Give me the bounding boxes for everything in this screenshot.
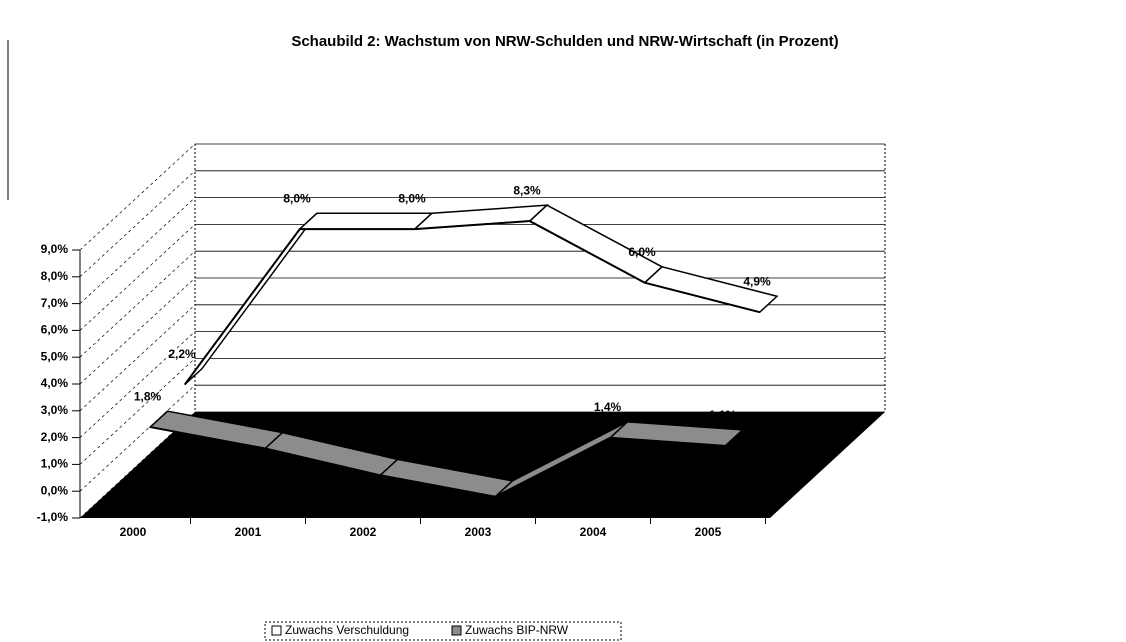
y-tick-label: 3,0% [41, 403, 69, 417]
legend-swatch [451, 625, 462, 636]
data-label: 8,0% [398, 191, 426, 205]
y-tick-label: 1,0% [41, 457, 69, 471]
side-grid-line [79, 224, 196, 331]
x-tick-label: 2001 [235, 525, 262, 539]
legend-label: Zuwachs BIP-NRW [465, 623, 569, 637]
data-label: 4,9% [743, 274, 771, 288]
side-grid-line [79, 277, 196, 385]
data-label: 1,4% [594, 400, 622, 414]
side-grid-line [79, 358, 196, 465]
series-line [150, 426, 726, 498]
y-tick-label: 9,0% [41, 242, 69, 256]
ribbon-segment [412, 204, 550, 230]
y-tick-label: 4,0% [41, 376, 69, 390]
side-grid-line [79, 304, 196, 412]
x-tick-label: 2000 [120, 525, 147, 539]
side-grid-line [79, 250, 196, 358]
x-tick-label: 2003 [465, 525, 492, 539]
data-label: 2,2% [168, 347, 196, 361]
ribbon-segment [297, 212, 434, 230]
side-grid-line [79, 384, 196, 492]
y-tick-label: 0,0% [41, 483, 69, 497]
data-label: 1,1% [709, 408, 737, 422]
y-tick-label: -1,0% [37, 510, 69, 524]
legend [264, 621, 622, 641]
y-tick-label: 5,0% [41, 349, 69, 363]
x-tick-label: 2002 [350, 525, 377, 539]
data-label: 1,8% [134, 389, 162, 403]
y-tick-label: 7,0% [41, 296, 69, 310]
y-tick-label: 6,0% [41, 323, 69, 337]
ribbon-segment [528, 204, 664, 284]
chart-title: Schaubild 2: Wachstum von NRW-Schulden u… [291, 33, 838, 50]
legend-label: Zuwachs Verschuldung [285, 623, 409, 637]
y-tick-label: 8,0% [41, 269, 69, 283]
x-tick-label: 2004 [580, 525, 607, 539]
side-grid-line [79, 197, 196, 304]
data-label: 8,3% [513, 183, 541, 197]
x-tick-label: 2005 [695, 525, 722, 539]
legend-swatch [271, 625, 282, 636]
series-line [183, 220, 760, 386]
side-grid-line [79, 170, 196, 278]
data-label: 6,0% [628, 245, 656, 259]
side-grid-line [79, 143, 196, 251]
y-tick-label: 2,0% [41, 430, 69, 444]
data-label: 1,0% [249, 411, 277, 425]
data-label: 8,0% [283, 191, 311, 205]
side-grid-line [79, 331, 196, 438]
